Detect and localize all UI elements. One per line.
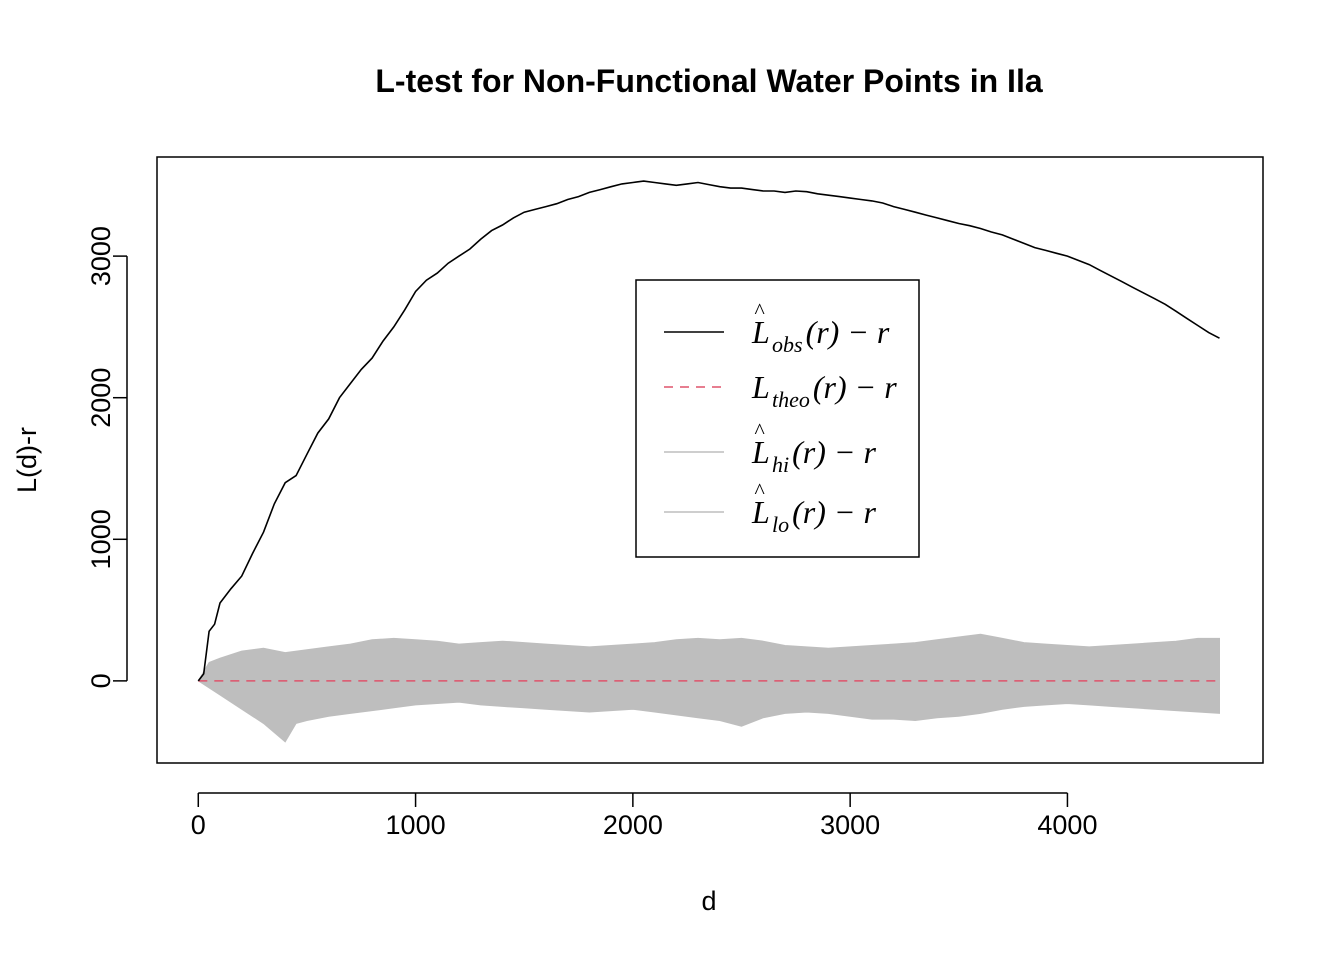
- legend-hat: ^: [754, 418, 765, 443]
- legend-label-theo: theo: [772, 387, 810, 412]
- series-line-obs: [197, 180, 1220, 682]
- x-axis: 0 1000 2000 3000 4000: [191, 792, 1097, 840]
- y-axis-label: L(d)-r: [12, 427, 42, 493]
- legend-symbol: L: [751, 434, 770, 470]
- series-layer: [197, 180, 1220, 682]
- y-tick-label: 1000: [86, 509, 116, 569]
- y-axis: 0 1000 2000 3000: [86, 226, 128, 688]
- x-tick-label: 4000: [1037, 810, 1097, 840]
- chart-title: L-test for Non-Functional Water Points i…: [375, 63, 1042, 99]
- legend-hat: ^: [754, 298, 765, 323]
- plot-frame: [156, 156, 1264, 764]
- legend-symbol: L: [751, 314, 770, 350]
- x-axis-label: d: [701, 886, 716, 916]
- envelope-area: [197, 633, 1220, 743]
- legend-label-hi: hi: [772, 452, 789, 477]
- y-tick-label: 2000: [86, 368, 116, 428]
- legend-formula: (r) − r: [813, 369, 897, 405]
- legend-hat: ^: [754, 478, 765, 503]
- x-tick-label: 0: [191, 810, 206, 840]
- legend-label-obs: obs: [772, 332, 803, 357]
- legend-box: [635, 279, 920, 558]
- legend: ^L obs (r) − rL theo (r) − r^L hi (r) − r^L lo(…: [635, 279, 920, 558]
- legend-label-lo: lo: [772, 512, 789, 537]
- envelope-band: [197, 633, 1220, 743]
- y-tick-label: 0: [86, 673, 116, 688]
- legend-formula: (r) − r: [792, 434, 876, 470]
- y-tick-label: 3000: [86, 226, 116, 286]
- x-tick-label: 1000: [386, 810, 446, 840]
- legend-formula: (r) − r: [792, 494, 876, 530]
- x-tick-label: 2000: [603, 810, 663, 840]
- legend-formula: (r) − r: [806, 314, 890, 350]
- legend-symbol: L: [751, 494, 770, 530]
- x-tick-label: 3000: [820, 810, 880, 840]
- legend-symbol: L: [751, 369, 770, 405]
